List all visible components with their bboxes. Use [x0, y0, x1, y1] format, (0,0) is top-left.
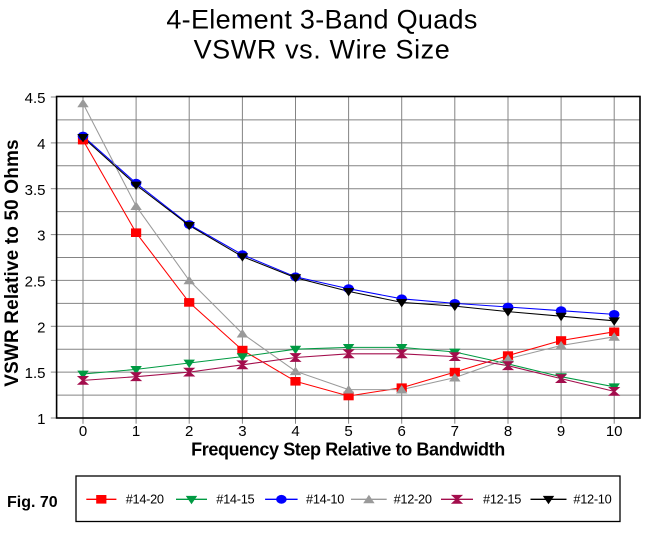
svg-text:1: 1 [132, 423, 140, 440]
svg-text:#14-20: #14-20 [126, 492, 164, 507]
svg-text:1: 1 [37, 411, 45, 428]
svg-text:Frequency Step Relative to Ban: Frequency Step Relative to Bandwidth [191, 440, 505, 460]
svg-text:9: 9 [557, 423, 565, 440]
svg-text:Fig. 70: Fig. 70 [7, 494, 58, 511]
svg-text:5: 5 [344, 423, 352, 440]
svg-text:8: 8 [504, 423, 512, 440]
svg-text:3: 3 [238, 423, 246, 440]
svg-text:VSWR Relative to 50 Ohms: VSWR Relative to 50 Ohms [2, 139, 23, 387]
svg-text:#14-15: #14-15 [216, 492, 254, 507]
svg-text:4.5: 4.5 [25, 90, 46, 107]
svg-text:7: 7 [451, 423, 459, 440]
svg-text:3: 3 [37, 228, 45, 245]
svg-text:3.5: 3.5 [25, 182, 46, 199]
svg-text:VSWR vs. Wire Size: VSWR vs. Wire Size [194, 35, 451, 65]
svg-text:#14-10: #14-10 [306, 492, 344, 507]
svg-text:1.5: 1.5 [25, 365, 46, 382]
svg-text:4: 4 [37, 136, 45, 153]
svg-text:#12-20: #12-20 [394, 492, 432, 507]
svg-text:2.5: 2.5 [25, 274, 46, 291]
svg-text:#12-10: #12-10 [573, 492, 611, 507]
svg-text:6: 6 [398, 423, 406, 440]
svg-text:#12-15: #12-15 [483, 492, 521, 507]
svg-text:4: 4 [291, 423, 299, 440]
svg-text:4-Element 3-Band Quads: 4-Element 3-Band Quads [166, 5, 477, 35]
svg-text:2: 2 [37, 319, 45, 336]
svg-text:2: 2 [185, 423, 193, 440]
svg-text:10: 10 [606, 423, 623, 440]
svg-text:0: 0 [79, 423, 87, 440]
